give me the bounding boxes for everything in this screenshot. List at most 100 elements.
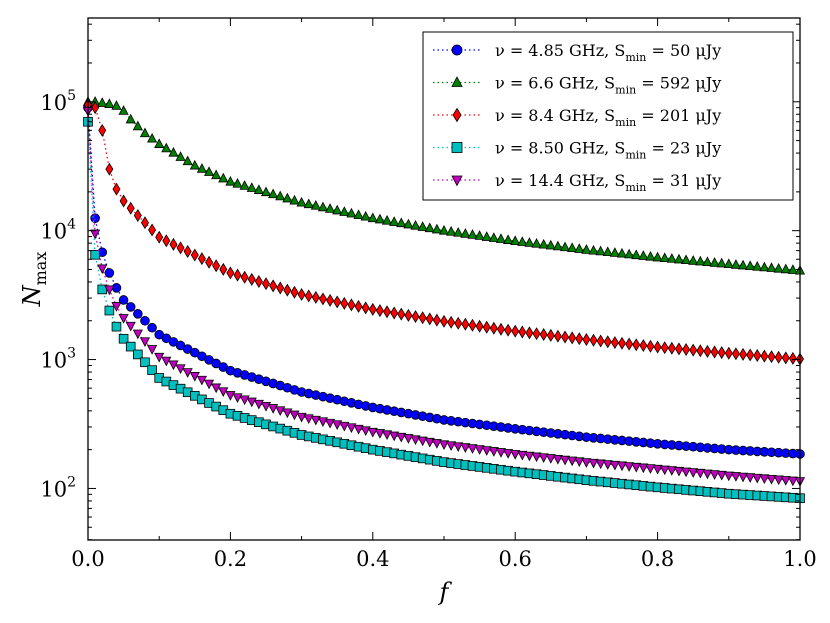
data-point-nu-6.6-69 [574,243,585,253]
data-point-nu-14.4-17 [203,379,215,390]
y-tick-label-exponent: 3 [67,346,76,362]
data-point-nu-6.6-16 [196,163,207,173]
data-point-nu-8.4-5 [119,194,128,208]
data-point-nu-14.4-22 [239,395,250,406]
data-point-nu-8.4-82 [667,341,676,355]
data-point-nu-8.4-24 [254,275,263,289]
data-point-nu-14.4-99 [787,476,798,487]
data-point-nu-14.4-13 [175,364,186,375]
legend-label-subscript: min [625,51,646,64]
data-point-nu-8.50-6 [125,341,136,352]
data-point-nu-6.6-61 [517,236,528,246]
data-point-nu-6.6-49 [431,223,442,234]
data-point-nu-6.6-5 [118,105,129,115]
data-point-nu-6.6-99 [787,264,798,274]
data-point-nu-6.6-50 [438,224,450,235]
data-point-nu-4.85-1 [90,213,100,223]
data-point-nu-8.4-58 [496,322,505,336]
data-point-nu-14.4-45 [403,434,414,444]
data-point-nu-6.6-90 [723,258,734,269]
data-point-nu-14.4-31 [303,414,314,424]
data-point-nu-6.6-12 [168,146,179,157]
data-point-nu-8.4-45 [404,308,413,322]
data-point-nu-14.4-65 [545,454,556,464]
data-point-nu-8.4-89 [717,346,726,360]
data-point-nu-8.4-90 [724,346,733,360]
data-point-nu-8.50-8 [140,357,150,368]
data-point-nu-6.6-30 [296,196,307,207]
legend-label-tail: = 50 μJy [646,41,721,60]
data-point-nu-14.4-98 [780,476,791,486]
data-point-nu-8.4-79 [646,339,655,353]
data-point-nu-14.4-93 [745,473,756,483]
x-axis-label: f [438,578,453,606]
data-point-nu-6.6-86 [695,255,706,266]
data-point-nu-14.4-40 [367,427,378,438]
data-point-nu-8.4-28 [283,283,292,297]
data-point-nu-6.6-52 [453,227,464,237]
data-point-nu-6.6-18 [211,169,222,180]
legend-label-tail: = 592 μJy [636,74,721,93]
data-point-nu-8.50-1 [90,249,100,260]
y-axis-label-main: N [18,284,46,307]
data-point-nu-6.6-77 [631,249,642,260]
data-point-nu-6.6-54 [467,229,478,239]
data-point-nu-4.85-6 [125,302,136,312]
series-nu-8.4 [84,98,804,366]
data-point-nu-8.4-91 [731,347,740,361]
data-point-nu-14.4-11 [161,356,172,367]
data-point-nu-6.6-36 [339,206,350,216]
data-point-nu-14.4-35 [332,420,343,430]
data-point-nu-8.4-99 [788,351,797,365]
data-point-nu-14.4-3 [104,285,115,296]
data-point-nu-6.6-70 [581,244,592,254]
data-point-nu-4.85-7 [133,309,143,319]
data-point-nu-6.6-46 [410,219,421,230]
data-point-nu-6.6-48 [424,222,435,233]
data-point-nu-8.4-33 [318,292,327,306]
data-point-nu-14.4-44 [396,432,407,443]
data-point-nu-14.4-48 [424,437,435,448]
data-point-nu-8.4-66 [553,329,562,343]
data-point-nu-14.4-82 [666,466,677,476]
data-point-nu-14.4-8 [139,337,151,348]
data-point-nu-14.4-75 [616,461,628,472]
data-point-nu-6.6-26 [268,188,279,199]
data-point-nu-8.4-9 [148,223,157,237]
data-point-nu-8.4-69 [575,332,584,346]
data-point-nu-14.4-85 [688,468,699,478]
data-point-nu-6.6-32 [310,200,321,210]
data-point-nu-6.6-44 [396,217,407,228]
data-point-nu-6.6-41 [374,213,385,224]
data-point-nu-14.4-86 [695,468,706,479]
y-tick-label-0: 102 [40,474,76,501]
legend-marker-nu-8.50 [451,142,463,153]
data-point-nu-8.4-3 [105,162,114,176]
data-point-nu-14.4-23 [246,397,257,408]
data-point-nu-14.4-6 [125,321,136,332]
legend-label-nu-8.50: ν = 8.50 GHz, Smin = 23 μJy [495,139,721,162]
data-point-nu-6.6-51 [446,226,457,236]
data-point-nu-6.6-76 [624,248,635,259]
y-tick-label-base: 10 [40,477,67,501]
data-point-nu-14.4-60 [510,450,521,460]
data-point-nu-14.4-9 [147,345,158,355]
data-point-nu-6.6-79 [645,250,656,261]
y-tick-label-exponent: 5 [67,88,76,104]
legend-entry-nu-8.4: ν = 8.4 GHz, Smin = 201 μJy [433,106,721,129]
legend-entry-nu-8.50: ν = 8.50 GHz, Smin = 23 μJy [433,139,721,162]
data-point-nu-14.4-29 [289,410,300,421]
data-point-nu-8.4-64 [539,328,548,342]
data-point-nu-8.50-9 [147,365,157,375]
data-point-nu-6.6-66 [552,240,563,251]
data-point-nu-8.4-60 [511,324,520,338]
data-point-nu-8.4-6 [126,201,135,215]
data-point-nu-6.6-88 [709,257,720,267]
data-point-nu-8.4-55 [475,319,484,333]
data-point-nu-8.4-57 [489,321,498,335]
data-point-nu-6.6-23 [246,182,257,192]
data-point-nu-6.6-42 [381,214,393,225]
data-point-nu-8.4-83 [674,342,683,356]
data-point-nu-14.4-62 [524,451,535,462]
data-point-nu-8.4-7 [133,208,142,222]
